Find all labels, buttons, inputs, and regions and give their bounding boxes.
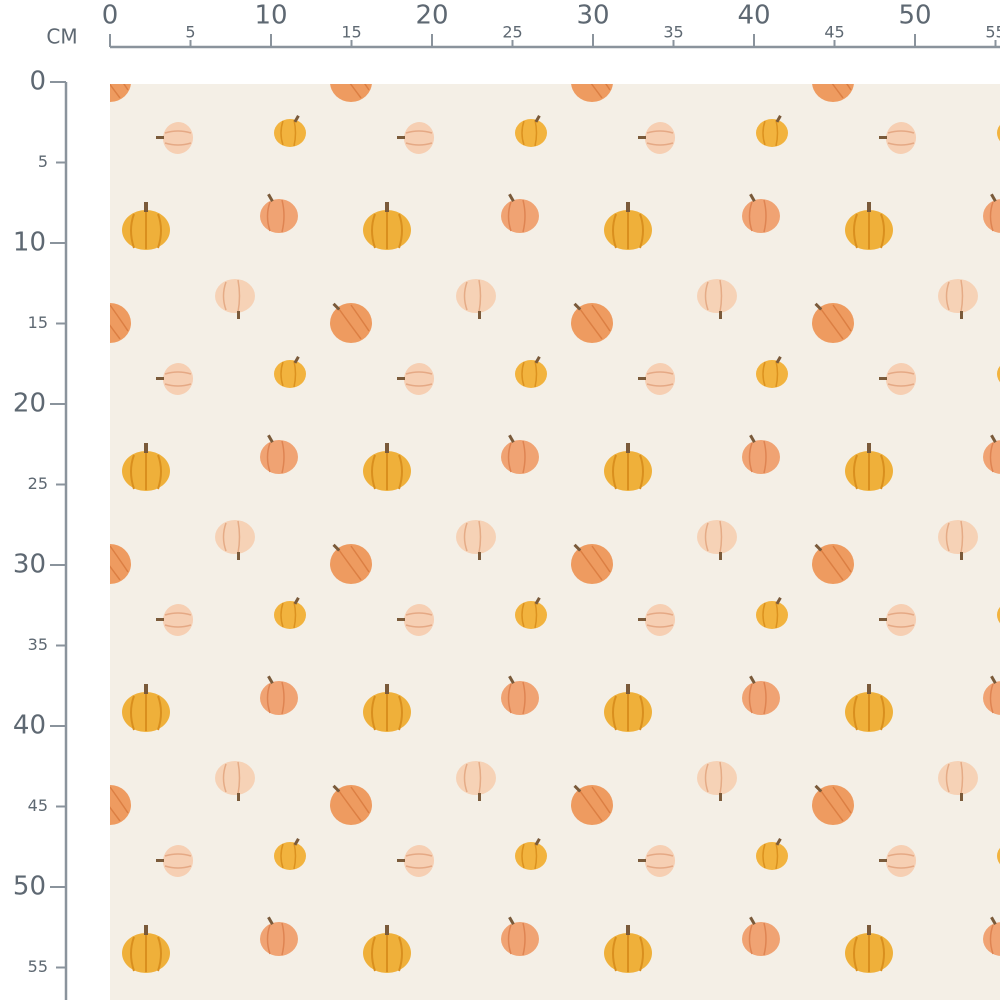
- x-tick-label: 5: [185, 23, 195, 42]
- x-tick-label: 0: [102, 1, 119, 31]
- y-tick-label: 45: [28, 796, 48, 815]
- x-tick-label: 25: [502, 23, 522, 42]
- x-tick-label: 20: [415, 1, 448, 31]
- unit-label: CM: [46, 25, 77, 49]
- fabric-swatch: [110, 84, 1000, 1000]
- x-tick-label: 40: [737, 1, 770, 31]
- x-tick-label: 50: [898, 1, 931, 31]
- y-tick-label: 10: [13, 228, 46, 258]
- y-tick-label: 25: [28, 474, 48, 493]
- x-tick-label: 45: [824, 23, 844, 42]
- x-tick-label: 15: [341, 23, 361, 42]
- x-tick-label: 55: [985, 23, 1000, 42]
- y-tick-label: 40: [13, 711, 46, 741]
- y-tick-label: 0: [29, 67, 46, 97]
- y-tick-label: 5: [38, 152, 48, 171]
- y-tick-label: 20: [13, 389, 46, 419]
- x-tick-label: 35: [663, 23, 683, 42]
- y-tick-label: 50: [13, 872, 46, 902]
- y-tick-label: 35: [28, 635, 48, 654]
- x-tick-label: 30: [576, 1, 609, 31]
- y-tick-label: 15: [28, 313, 48, 332]
- y-tick-label: 30: [13, 550, 46, 580]
- y-tick-label: 55: [28, 957, 48, 976]
- x-tick-label: 10: [254, 1, 287, 31]
